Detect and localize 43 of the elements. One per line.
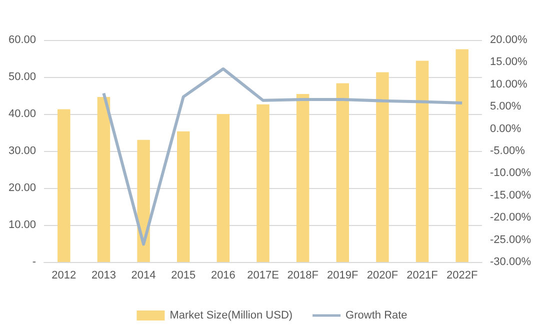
y2-tick-label: 15.00% bbox=[490, 56, 528, 68]
y-tick-label: 40.00 bbox=[8, 108, 36, 120]
bar bbox=[256, 104, 270, 262]
legend-label: Market Size(Million USD) bbox=[170, 310, 293, 322]
y2-tick-label: 10.00% bbox=[490, 78, 528, 90]
x-tick-label: 2012 bbox=[52, 270, 76, 282]
legend-label: Growth Rate bbox=[346, 310, 408, 322]
bar bbox=[376, 72, 389, 262]
y-tick-label: - bbox=[32, 256, 36, 268]
x-tick-label: 2022F bbox=[446, 270, 478, 282]
x-tick-label: 2018F bbox=[287, 270, 319, 282]
x-tick-label: 2013 bbox=[91, 270, 116, 282]
y2-tick-label: 20.00% bbox=[490, 34, 528, 46]
y2-tick-label: 0.00% bbox=[490, 122, 522, 135]
y2-tick-label: -30.00% bbox=[490, 256, 532, 268]
bar bbox=[456, 49, 468, 262]
bar bbox=[216, 114, 230, 262]
y-tick-label: 10.00 bbox=[8, 219, 36, 231]
bar bbox=[296, 94, 310, 262]
bar bbox=[176, 131, 190, 262]
bar bbox=[137, 140, 150, 262]
bar bbox=[97, 96, 110, 262]
y-tick-label: 60.00 bbox=[8, 34, 36, 46]
x-tick-label: 2020F bbox=[366, 270, 398, 282]
y2-tick-label: -5.00% bbox=[490, 145, 526, 157]
line-series bbox=[102, 67, 464, 246]
x-tick-label: 2015 bbox=[171, 270, 196, 282]
x-tick-label: 2019F bbox=[327, 270, 359, 282]
y-tick-label: 30.00 bbox=[8, 145, 36, 157]
bar bbox=[58, 109, 70, 262]
y2-tick-label: -20.00% bbox=[490, 212, 532, 224]
x-tick-label: 2016 bbox=[210, 270, 236, 282]
bar bbox=[416, 60, 429, 262]
y-tick-label: 20.00 bbox=[8, 182, 36, 194]
y2-tick-label: -10.00% bbox=[490, 167, 532, 180]
y2-tick-label: -25.00% bbox=[490, 234, 532, 246]
x-tick-label: 2017E bbox=[247, 270, 279, 282]
x-tick-label: 2021F bbox=[406, 270, 438, 282]
y-tick-label: 50.00 bbox=[8, 71, 36, 83]
y2-tick-label: -15.00% bbox=[490, 189, 532, 202]
x-tick-label: 2014 bbox=[131, 270, 156, 282]
y2-tick-label: 5.00% bbox=[490, 100, 522, 113]
bar bbox=[336, 83, 350, 262]
